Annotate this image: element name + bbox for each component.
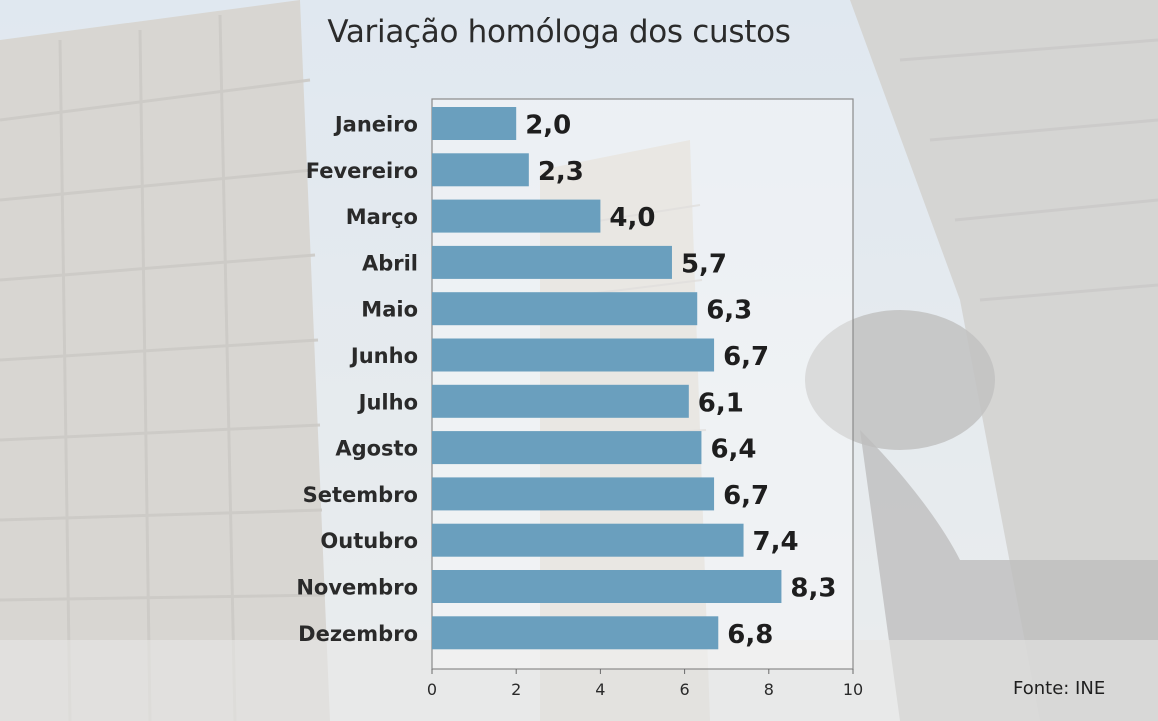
x-tick-label: 0 [427,680,437,699]
data-label: 4,0 [609,203,655,233]
data-label: 7,4 [753,527,799,557]
category-label: Julho [357,390,418,414]
data-label: 6,7 [723,481,769,511]
bar [432,107,517,140]
category-label: Agosto [335,437,418,461]
data-label: 6,1 [698,388,744,418]
data-label: 2,0 [525,111,571,141]
category-label: Abril [362,251,418,275]
data-label: 2,3 [538,157,584,187]
bar [432,292,698,326]
bar [432,570,782,603]
category-label: Março [346,205,418,229]
bar [432,384,689,418]
bar [432,477,715,511]
data-label: 6,7 [723,342,769,372]
bar [432,616,719,650]
x-tick-label: 2 [511,680,521,699]
category-label: Fevereiro [306,159,418,183]
category-label: Junho [349,344,418,368]
x-tick-label: 10 [843,680,863,699]
x-tick-label: 8 [764,680,774,699]
category-label: Outubro [320,529,418,553]
x-tick-label: 4 [595,680,605,699]
chart-title: Variação homóloga dos custos [327,14,791,50]
data-label: 6,4 [710,435,756,465]
data-label: 6,8 [727,620,773,650]
bar [432,245,672,279]
source-note: Fonte: INE [1013,678,1106,699]
bar [432,338,715,372]
data-label: 6,3 [706,296,752,326]
category-label: Novembro [296,576,418,600]
bar [432,431,702,465]
bar [432,199,601,233]
category-label: Dezembro [298,622,418,646]
category-label: Maio [361,298,418,322]
data-label: 8,3 [790,574,836,604]
x-tick-label: 6 [680,680,690,699]
category-label: Janeiro [333,113,418,137]
bar [432,523,744,557]
data-label: 5,7 [681,249,727,279]
category-label: Setembro [303,483,418,507]
bar [432,153,529,187]
